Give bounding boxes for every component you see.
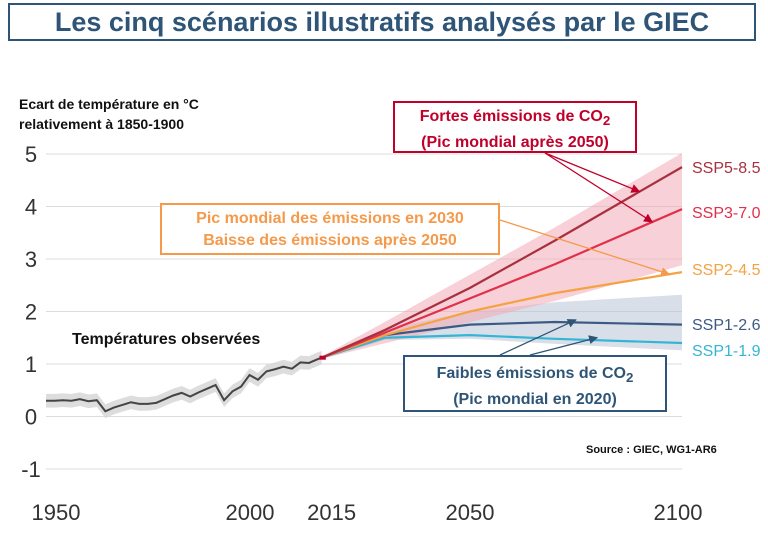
arrow-low-ssp126 <box>499 319 577 356</box>
high-scenario-band <box>321 152 682 359</box>
y-tick-5: 5 <box>25 142 37 167</box>
observed-band <box>46 350 322 419</box>
source-note: Source : GIEC, WG1-AR6 <box>586 444 717 456</box>
y-axis-label-line2: relativement à 1850-1900 <box>19 116 184 132</box>
annotation-mid-line1: Pic mondial des émissions en 2030 <box>196 210 464 227</box>
x-tick-2100: 2100 <box>654 500 703 525</box>
annotation-high-line1: Fortes émissions de CO <box>419 108 603 125</box>
y-tick-1: 1 <box>25 352 37 377</box>
series-label-ssp3-70: SSP3-7.0 <box>692 205 761 222</box>
annotation-high-subscript: 2 <box>602 113 611 129</box>
annotation-high-emissions: Fortes émissions de CO2 (Pic mondial apr… <box>393 101 637 153</box>
arrow-mid-ssp245 <box>499 219 671 277</box>
x-tick-2015: 2015 <box>307 500 356 525</box>
annotation-low-subscript: 2 <box>625 370 634 386</box>
annotation-arrows <box>499 152 671 356</box>
y-tick-3: 3 <box>25 247 37 272</box>
series-label-ssp1-26: SSP1-2.6 <box>692 317 761 334</box>
y-tick-2: 2 <box>25 300 37 325</box>
series-lines <box>46 166 683 413</box>
series-labels: SSP5-8.5 SSP3-7.0 SSP2-4.5 SSP1-2.6 SSP1-1.9 <box>692 160 761 360</box>
y-tick-labels: 5 4 3 2 1 0 -1 <box>21 142 41 482</box>
arrow-high-ssp370 <box>544 152 654 223</box>
annotation-mid-line2: Baisse des émissions après 2050 <box>203 232 457 249</box>
series-line-ssp2-45 <box>321 271 683 359</box>
annotation-low-line2: (Pic mondial en 2020) <box>453 391 617 409</box>
chart-title: Les cinq scénarios illustratifs analysés… <box>54 7 710 37</box>
x-tick-2000: 2000 <box>226 500 275 525</box>
x-tick-1950: 1950 <box>32 500 81 525</box>
annotation-high-line2: (Pic mondial après 2050) <box>421 134 609 152</box>
series-line-ssp3-70 <box>321 208 683 359</box>
y-tick--1: -1 <box>21 457 41 482</box>
title-box: Les cinq scénarios illustratifs analysés… <box>8 3 756 41</box>
x-tick-labels: 1950 2000 2015 2050 2100 <box>32 500 703 525</box>
y-axis-label-line1: Ecart de température en °C <box>19 96 199 112</box>
x-tick-2050: 2050 <box>446 500 495 525</box>
series-line-ssp5-85 <box>321 166 683 359</box>
y-tick-4: 4 <box>25 195 37 220</box>
series-label-ssp5-85: SSP5-8.5 <box>692 160 761 177</box>
gridlines <box>46 153 682 470</box>
annotation-mid-emissions: Pic mondial des émissions en 2030 Baisse… <box>160 203 500 255</box>
arrow-high-ssp585 <box>544 152 641 193</box>
annotation-low-emissions: Faibles émissions de CO2 (Pic mondial en… <box>403 355 667 412</box>
series-label-ssp2-45: SSP2-4.5 <box>692 262 761 279</box>
observed-line <box>46 356 322 413</box>
y-tick-0: 0 <box>25 405 37 430</box>
observed-label: Températures observées <box>72 331 261 348</box>
series-label-ssp1-19: SSP1-1.9 <box>692 343 761 360</box>
annotation-low-line1: Faibles émissions de CO <box>436 365 626 382</box>
arrow-low-ssp119 <box>529 335 599 356</box>
